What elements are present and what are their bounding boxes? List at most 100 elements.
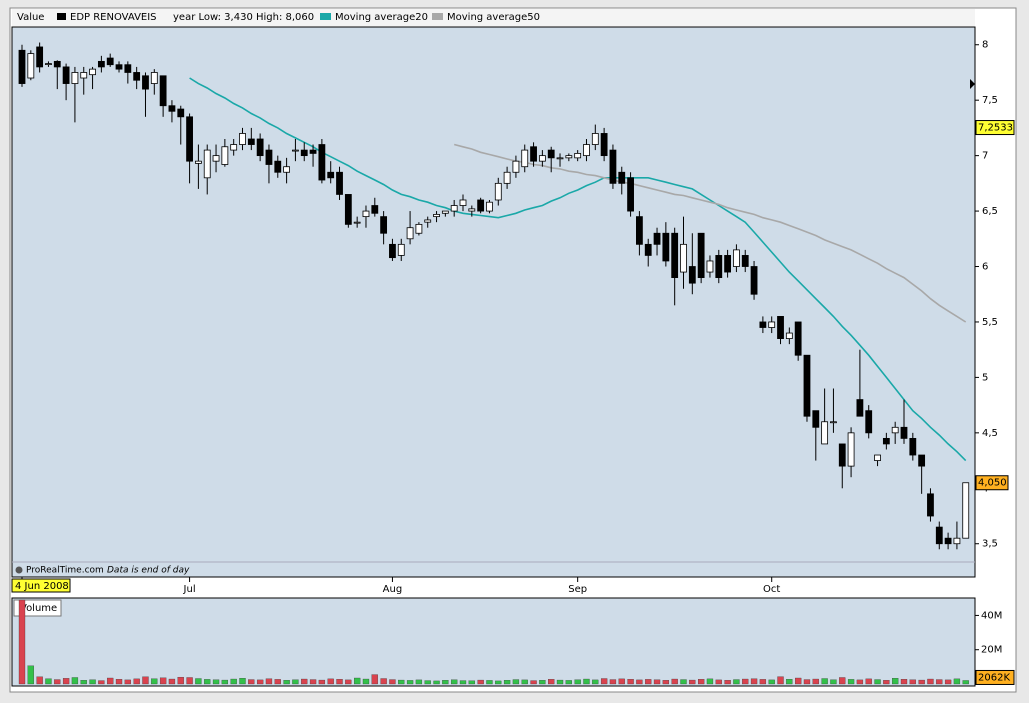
legend-swatch <box>57 13 66 20</box>
volume-bar <box>548 679 555 685</box>
volume-bar <box>847 679 855 685</box>
candle-body <box>583 144 590 157</box>
volume-bar <box>283 680 290 685</box>
legend-swatch <box>432 13 443 20</box>
volume-bar <box>636 679 643 685</box>
candle-body <box>512 160 520 173</box>
candle-body <box>186 116 193 162</box>
candle-body <box>706 260 714 273</box>
candle-body <box>662 232 670 262</box>
volume-bar <box>186 677 193 685</box>
volume-bar <box>715 679 722 685</box>
volume-bar <box>142 676 149 685</box>
legend-band <box>12 9 975 26</box>
volume-bar <box>592 679 599 685</box>
volume-bar <box>371 674 378 685</box>
y-tick-label: 8 <box>982 40 988 51</box>
candle-body <box>115 64 123 70</box>
candle-body <box>247 138 255 145</box>
volume-bar <box>795 677 802 685</box>
candle-body <box>71 72 79 84</box>
candle-body <box>591 133 599 145</box>
volume-bar <box>671 678 678 685</box>
y-tick-label: 7 <box>982 151 988 162</box>
volume-bar <box>415 679 423 685</box>
volume-bar <box>689 679 696 685</box>
candle-body <box>777 316 784 339</box>
candle-body <box>768 321 776 328</box>
volume-title-box <box>13 599 62 617</box>
volume-bar <box>777 676 784 685</box>
candle-body <box>168 105 176 112</box>
candle-body <box>441 210 449 214</box>
candle-body <box>336 171 343 195</box>
y-tick-label: 4,5 <box>982 428 998 439</box>
volume-bar <box>742 678 749 685</box>
volume-bar <box>495 680 502 685</box>
candle-body <box>494 182 502 201</box>
volume-bar <box>292 679 299 685</box>
candle-body <box>89 68 96 76</box>
volume-bar <box>918 679 925 685</box>
candle-body <box>556 157 564 160</box>
volume-bar <box>927 678 934 685</box>
last-label: 2062K <box>978 672 1010 683</box>
candle-body <box>106 57 114 66</box>
volume-bar <box>556 679 564 685</box>
candle-body <box>133 72 141 81</box>
candle-body <box>344 194 352 225</box>
candle-body <box>759 321 767 328</box>
candle-body <box>389 243 396 259</box>
candle-body <box>97 60 105 68</box>
candle-body <box>80 72 88 79</box>
candle-body <box>397 243 405 256</box>
candle-body <box>212 155 220 162</box>
cursor-pointer <box>970 79 975 89</box>
volume-bar <box>318 679 326 685</box>
volume-bar <box>539 680 546 685</box>
last-flag <box>975 475 1009 491</box>
candle-body <box>838 443 846 467</box>
candle-body <box>459 199 467 206</box>
candle-body <box>283 166 291 173</box>
volume-bar <box>883 680 890 685</box>
volume-bar <box>944 679 952 685</box>
volume-bar <box>486 680 493 685</box>
candle-body <box>627 177 634 212</box>
candle-body <box>865 410 873 434</box>
candle-body <box>750 266 758 295</box>
volume-bar <box>583 678 590 685</box>
volume-bar <box>424 680 431 685</box>
volume-bar <box>54 679 61 685</box>
volume-bar <box>159 677 167 685</box>
candle-body <box>733 249 740 267</box>
volume-bar <box>839 677 846 685</box>
candle-body <box>636 216 643 245</box>
volume-bar <box>936 679 943 685</box>
candle-body <box>194 160 202 164</box>
volume-bar <box>909 679 916 685</box>
volume-bar <box>874 679 881 685</box>
volume-bar <box>80 680 87 685</box>
volume-bar <box>803 679 811 685</box>
candle-body <box>538 155 546 162</box>
volume-bar <box>768 679 775 685</box>
candle-body <box>812 410 820 428</box>
candle-body <box>680 243 687 273</box>
volume-bar <box>618 678 625 685</box>
header-label: Value <box>17 12 44 23</box>
volume-bar <box>724 680 731 685</box>
volume-bar <box>477 679 484 685</box>
candle-body <box>918 454 926 467</box>
candle-body <box>327 171 335 179</box>
volume-bar <box>89 679 96 685</box>
cursor-label: 7,2533 <box>978 123 1013 134</box>
volume-bar <box>248 679 255 685</box>
volume-bar <box>168 678 176 685</box>
volume-bar <box>345 679 352 685</box>
volume-bar <box>62 678 70 685</box>
volume-bar <box>442 680 449 685</box>
logo <box>15 566 23 574</box>
x-tick-label: Oct <box>763 584 780 595</box>
last-flag <box>975 669 1015 685</box>
